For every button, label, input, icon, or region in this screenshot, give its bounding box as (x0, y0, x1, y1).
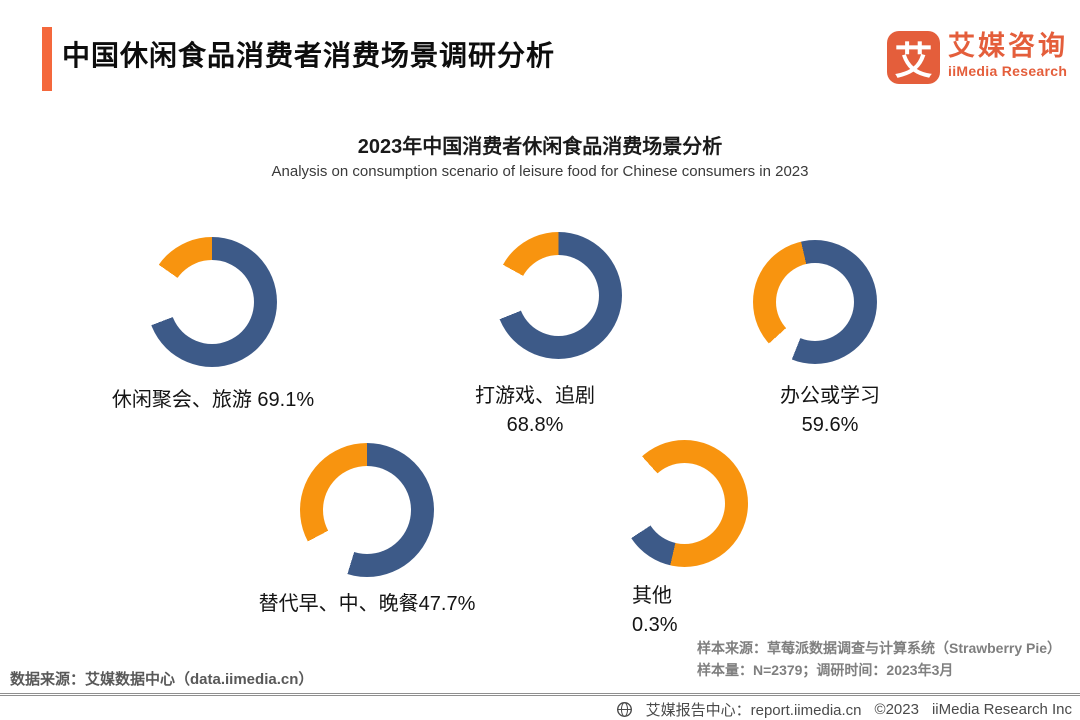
donut-label-line: 休闲聚会、旅游 69.1% (111, 389, 315, 411)
iimedia-logo: 艾媒咨询 iiMedia Research (948, 31, 1068, 79)
donut-label-line: 打游戏、追剧 (475, 385, 595, 407)
donut-chart-leisure-travel (147, 237, 277, 367)
donut-label-work-study: 办公或学习 59.6% (700, 382, 960, 440)
title-accent-bar (42, 27, 52, 91)
sample-notes: 样本来源：草莓派数据调查与计算系统（Strawberry Pie） 样本量：N=… (697, 637, 1061, 681)
donut-value-line: 68.8% (506, 414, 564, 436)
chart-title: 2023年中国消费者休闲食品消费场景分析 (357, 136, 723, 158)
donut-label-line: 替代早、中、晚餐47.7% (258, 593, 476, 615)
donut-label-line: 办公或学习 (780, 385, 880, 407)
footer-company: iiMedia Research Inc (931, 701, 1072, 718)
sample-size-note: 样本量：N=2379；调研时间：2023年3月 (697, 662, 954, 678)
donut-hole (170, 260, 254, 344)
globe-icon (616, 701, 633, 718)
donut-chart-gaming-shows (495, 232, 622, 359)
donut-label-leisure-travel: 休闲聚会、旅游 69.1% (83, 386, 343, 415)
donut-label-line: 其他 (632, 585, 672, 607)
donut-hole (776, 263, 854, 341)
donut-value-line: 0.3% (632, 614, 678, 636)
donut-label-other: 其他 0.3% (632, 582, 832, 640)
footer-copyright: ©2023 (874, 701, 919, 718)
logo-name-cn: 艾媒咨询 (948, 31, 1068, 61)
donut-label-gaming-shows: 打游戏、追剧 68.8% (405, 382, 665, 440)
donut-value-line: 59.6% (801, 414, 859, 436)
donut-label-meal-replacement: 替代早、中、晚餐47.7% (237, 590, 497, 619)
donut-chart-work-study (753, 240, 877, 364)
donut-hole (323, 466, 411, 554)
donut-chart-other (621, 440, 748, 567)
footer-divider (0, 693, 1080, 696)
logo-name-en: iiMedia Research (948, 63, 1068, 79)
iimedia-logo-icon: 艾 (887, 31, 940, 84)
logo-mark-glyph: 艾 (894, 41, 933, 83)
data-source-note: 数据来源：艾媒数据中心（data.iimedia.cn） (10, 671, 314, 688)
sample-source-note: 样本来源：草莓派数据调查与计算系统（Strawberry Pie） (697, 640, 1062, 656)
page-title: 中国休闲食品消费者消费场景调研分析 (62, 40, 556, 71)
footer-bar: 艾媒报告中心：report.iimedia.cn ©2023 iiMedia R… (616, 699, 1072, 720)
donut-hole (644, 463, 725, 544)
footer-report-center: 艾媒报告中心：report.iimedia.cn (645, 702, 862, 719)
chart-subtitle: Analysis on consumption scenario of leis… (271, 163, 809, 180)
donut-chart-meal-replacement (300, 443, 434, 577)
donut-hole (518, 255, 599, 336)
